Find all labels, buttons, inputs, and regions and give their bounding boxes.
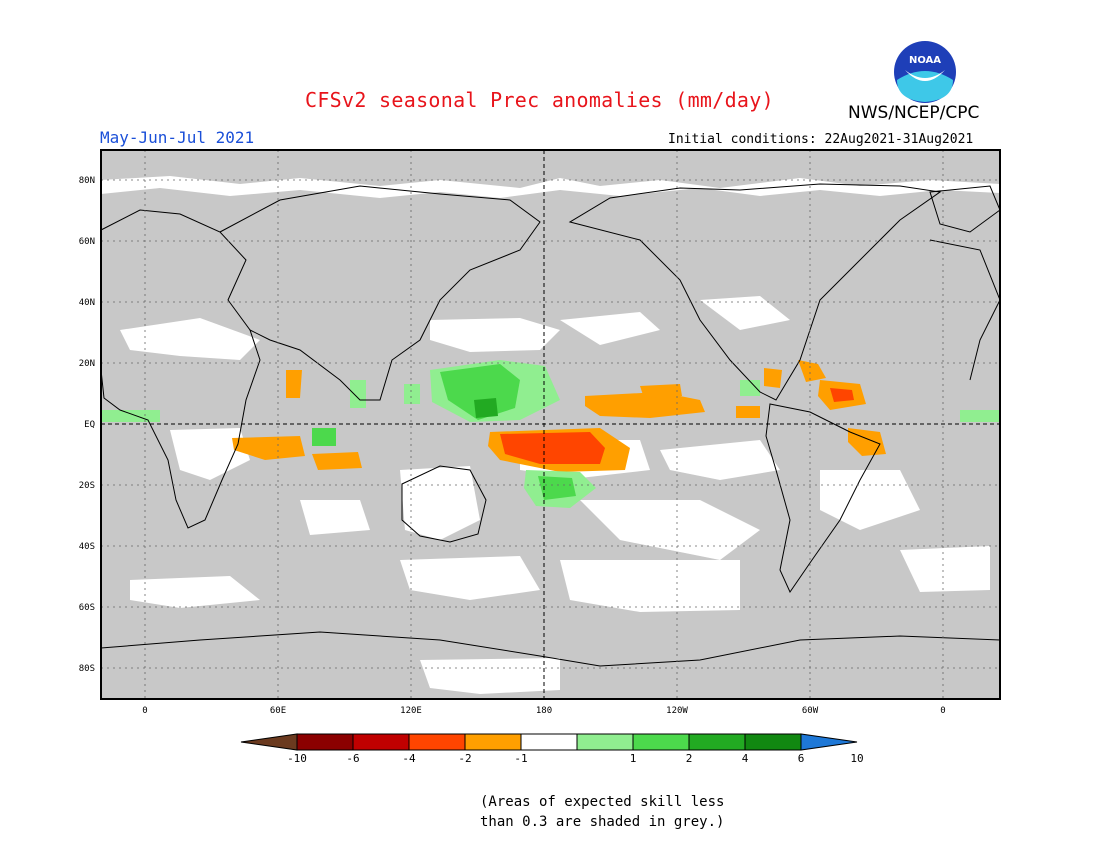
longitude-labels: 0 60E 120E 180 120W 60W 0 <box>142 706 945 716</box>
graticule <box>101 150 1000 699</box>
colorbar-label: -4 <box>402 752 416 765</box>
colorbar-low-arrow <box>240 733 298 751</box>
lon-label: 180 <box>536 706 552 716</box>
lon-label: 0 <box>142 706 147 716</box>
colorbar-segment <box>688 733 746 751</box>
colorbar-segment <box>408 733 466 751</box>
colorbar-label: 4 <box>742 752 749 765</box>
lat-label: 40S <box>79 542 95 552</box>
lat-label: 80S <box>79 664 95 674</box>
lon-label: 120E <box>400 706 422 716</box>
colorbar-label: 10 <box>850 752 863 765</box>
agency-label: NWS/NCEP/CPC <box>848 103 980 123</box>
colorbar-segment <box>352 733 410 751</box>
lat-label: EQ <box>84 420 95 430</box>
forecast-period: May-Jun-Jul 2021 <box>100 128 255 147</box>
lat-label: 20S <box>79 481 95 491</box>
latitude-labels: 80N 60N 40N 20N EQ 20S 40S 60S 80S <box>79 176 95 674</box>
lat-label: 60S <box>79 603 95 613</box>
lat-label: 40N <box>79 298 95 308</box>
colorbar-label: -2 <box>458 752 471 765</box>
lat-label: 60N <box>79 237 95 247</box>
colorbar-label: 1 <box>630 752 637 765</box>
lon-label: 0 <box>940 706 945 716</box>
lat-label: 80N <box>79 176 95 186</box>
skill-note-line: than 0.3 are shaded in grey.) <box>480 814 725 830</box>
map-title: CFSv2 seasonal Prec anomalies (mm/day) <box>305 88 774 112</box>
colorbar-segment <box>464 733 522 751</box>
colorbar-segment <box>296 733 354 751</box>
colorbar-high-arrow <box>800 733 858 751</box>
skill-note: (Areas of expected skill less than 0.3 a… <box>480 792 724 832</box>
colorbar-label: 2 <box>686 752 693 765</box>
lon-label: 60W <box>802 706 819 716</box>
colorbar <box>240 733 858 751</box>
colorbar-label: -6 <box>346 752 359 765</box>
lat-label: 20N <box>79 359 95 369</box>
colorbar-segment <box>632 733 690 751</box>
skill-note-line: (Areas of expected skill less <box>480 794 725 810</box>
colorbar-label: -10 <box>287 752 307 765</box>
colorbar-segment <box>744 733 802 751</box>
colorbar-labels: -10 -6 -4 -2 -1 1 2 4 6 10 <box>287 752 864 765</box>
lon-label: 60E <box>270 706 286 716</box>
colorbar-segment <box>520 733 578 751</box>
colorbar-label: 6 <box>798 752 805 765</box>
colorbar-segment <box>576 733 634 751</box>
svg-text:NOAA: NOAA <box>909 55 941 66</box>
initial-conditions: Initial conditions: 22Aug2021-31Aug2021 <box>668 132 974 147</box>
colorbar-label: -1 <box>514 752 527 765</box>
map-frame <box>100 149 1001 700</box>
noaa-logo-icon: NOAA <box>894 41 956 103</box>
lon-label: 120W <box>666 706 688 716</box>
coastlines <box>100 183 1001 667</box>
wet-anomalies <box>101 360 1000 508</box>
dry-anomalies <box>232 360 886 472</box>
